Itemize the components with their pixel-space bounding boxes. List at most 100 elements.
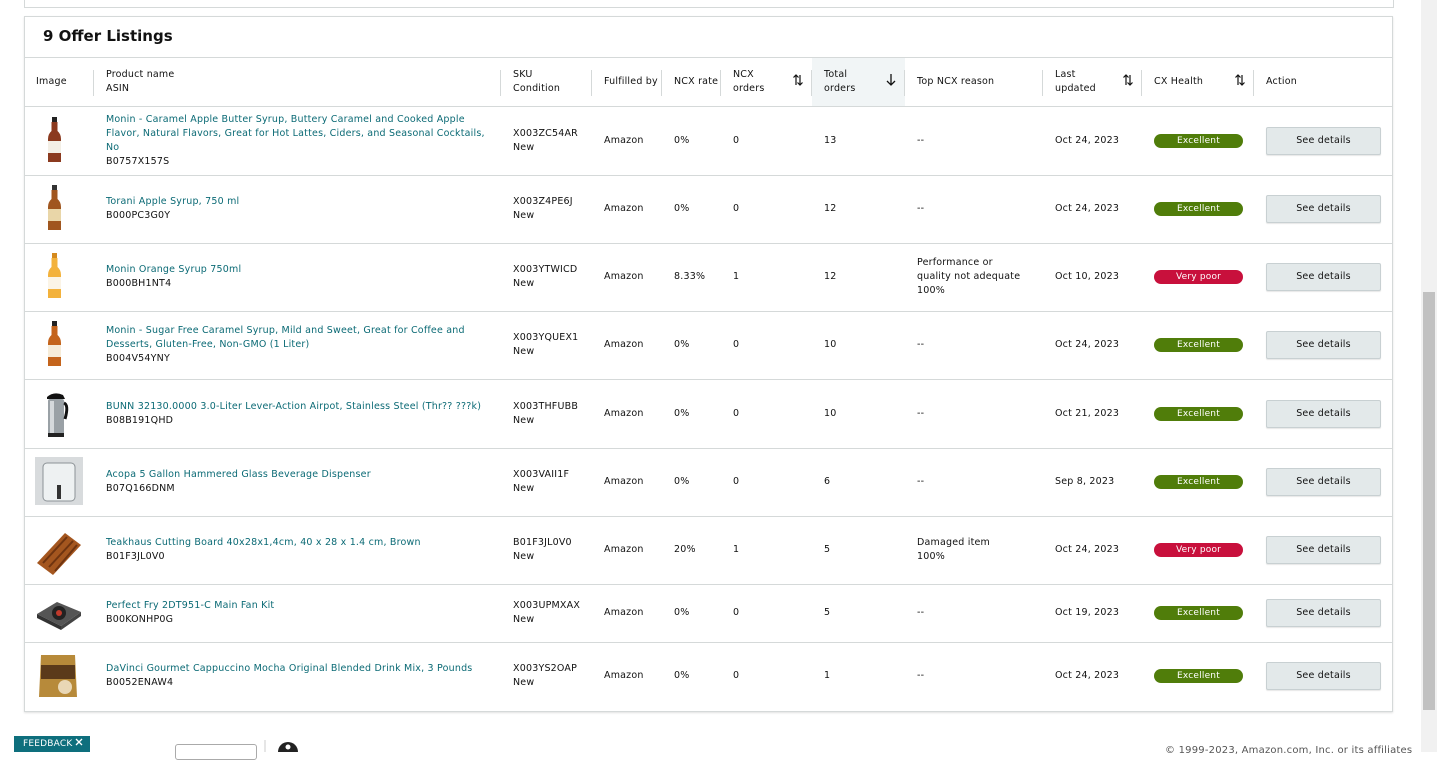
table-cell: See details xyxy=(1254,379,1392,448)
condition: New xyxy=(513,141,535,153)
product-name-link[interactable]: DaVinci Gourmet Cappuccino Mocha Origina… xyxy=(106,663,473,674)
feedback-tab[interactable]: FEEDBACK xyxy=(14,736,90,752)
table-cell: Very poor xyxy=(1142,516,1254,584)
ncx-rate: 0% xyxy=(674,607,690,618)
table-cell: 5 xyxy=(812,584,905,642)
see-details-button[interactable]: See details xyxy=(1266,331,1381,359)
table-cell xyxy=(24,243,94,311)
ncx-orders: 1 xyxy=(733,544,740,555)
product-name-link[interactable]: Monin Orange Syrup 750ml xyxy=(106,264,242,275)
ncx-rate: 20% xyxy=(674,544,696,555)
product-name-link[interactable]: Monin - Sugar Free Caramel Syrup, Mild a… xyxy=(106,325,465,350)
ncx-reason: 100% xyxy=(917,285,945,296)
table-cell: Amazon xyxy=(592,311,662,379)
table-cell: See details xyxy=(1254,642,1392,710)
table-cell: See details xyxy=(1254,516,1392,584)
table-cell: Sep 8, 2023 xyxy=(1043,448,1142,516)
sku: X003Z4PE6J xyxy=(513,196,573,207)
last-updated: Oct 21, 2023 xyxy=(1055,407,1120,419)
hline xyxy=(25,106,1392,107)
table-cell xyxy=(24,175,94,243)
ncx-reason: -- xyxy=(917,134,925,146)
copyright: © 1999-2023, Amazon.com, Inc. or its aff… xyxy=(1165,745,1413,756)
table-cell: See details xyxy=(1254,106,1392,175)
column-separator xyxy=(93,70,94,96)
condition: New xyxy=(513,346,535,357)
previous-card xyxy=(24,0,1394,8)
product-name-link[interactable]: BUNN 32130.0000 3.0-Liter Lever-Action A… xyxy=(106,400,482,412)
table-cell: -- xyxy=(905,584,1043,642)
sort-icon[interactable] xyxy=(792,73,804,90)
see-details-button[interactable]: See details xyxy=(1266,195,1381,223)
ncx-reason: 100% xyxy=(917,551,945,562)
product-name-link[interactable]: Acopa 5 Gallon Hammered Glass Beverage D… xyxy=(106,469,371,480)
see-details-button[interactable]: See details xyxy=(1266,126,1381,155)
table-cell: -- xyxy=(905,311,1043,379)
table-cell: X003UPMXAX New xyxy=(501,584,592,642)
see-details-button[interactable]: See details xyxy=(1266,536,1381,564)
last-updated: Oct 24, 2023 xyxy=(1055,134,1120,146)
header-cell: Image xyxy=(24,57,94,106)
table-cell: B01F3JL0V0 New xyxy=(501,516,592,584)
header-cell: Action xyxy=(1254,57,1392,106)
product-name-link[interactable]: Torani Apple Syrup, 750 ml xyxy=(106,196,240,207)
column-separator xyxy=(591,70,592,96)
condition: New xyxy=(513,551,535,562)
sort-icon[interactable] xyxy=(1234,73,1246,90)
condition: New xyxy=(513,278,535,289)
table-cell xyxy=(24,516,94,584)
see-details-button[interactable]: See details xyxy=(1266,468,1381,496)
cx-health-badge: Excellent xyxy=(1154,606,1243,620)
ncx-rate: 0% xyxy=(674,203,690,214)
see-details-button[interactable]: See details xyxy=(1266,263,1381,291)
last-updated: Oct 24, 2023 xyxy=(1055,203,1120,214)
sort-icon[interactable] xyxy=(885,73,897,90)
asin: B000PC3G0Y xyxy=(106,210,171,221)
total-orders: 6 xyxy=(824,476,831,487)
table-cell: X003VAII1F New xyxy=(501,448,592,516)
asin: B0052ENAW4 xyxy=(106,677,174,688)
cx-health-badge: Very poor xyxy=(1154,543,1243,557)
table-cell: 1 xyxy=(721,243,812,311)
table-cell: 0% xyxy=(662,584,721,642)
table-cell: Excellent xyxy=(1142,311,1254,379)
ncx-reason: Damaged item xyxy=(917,537,991,548)
last-updated: Sep 8, 2023 xyxy=(1055,476,1115,487)
ncx-rate: 0% xyxy=(674,339,690,350)
see-details-button[interactable]: See details xyxy=(1266,662,1381,690)
table-cell: 1 xyxy=(721,516,812,584)
total-orders: 10 xyxy=(824,407,837,419)
condition: New xyxy=(513,483,535,494)
see-details-button[interactable]: See details xyxy=(1266,599,1381,627)
table-cell: See details xyxy=(1254,584,1392,642)
language-select[interactable] xyxy=(175,744,257,760)
sort-icon[interactable] xyxy=(1122,73,1134,90)
ncx-reason: -- xyxy=(917,407,925,419)
hline xyxy=(25,379,1392,380)
see-details-button[interactable]: See details xyxy=(1266,399,1381,428)
table-cell: Oct 10, 2023 xyxy=(1043,243,1142,311)
table-cell: Amazon xyxy=(592,516,662,584)
fulfilled-by: Amazon xyxy=(604,271,644,282)
sku: X003ZC54AR xyxy=(513,127,578,139)
header-cell: Product name ASIN xyxy=(94,57,501,106)
hline xyxy=(25,243,1392,244)
last-updated: Oct 19, 2023 xyxy=(1055,607,1120,618)
product-image-svg xyxy=(39,655,77,697)
product-name-link[interactable]: Perfect Fry 2DT951-C Main Fan Kit xyxy=(106,600,275,611)
product-image xyxy=(35,651,83,701)
table-cell: See details xyxy=(1254,243,1392,311)
ncx-reason: -- xyxy=(917,607,925,618)
header-cell: Top NCX reason xyxy=(905,57,1043,106)
fulfilled-by: Amazon xyxy=(604,476,644,487)
product-name-link[interactable]: Teakhaus Cutting Board 40x28x1,4cm, 40 x… xyxy=(106,537,421,548)
cx-health-badge: Excellent xyxy=(1154,475,1243,489)
table-cell: 13 xyxy=(812,106,905,175)
table-cell: Oct 24, 2023 xyxy=(1043,106,1142,175)
table-cell: X003YQUEX1 New xyxy=(501,311,592,379)
product-name-link[interactable]: Monin - Caramel Apple Butter Syrup, Butt… xyxy=(106,113,485,153)
table-cell: Amazon xyxy=(592,584,662,642)
close-icon[interactable] xyxy=(75,738,83,746)
header-label: SKU xyxy=(513,68,533,80)
last-updated: Oct 24, 2023 xyxy=(1055,670,1120,681)
